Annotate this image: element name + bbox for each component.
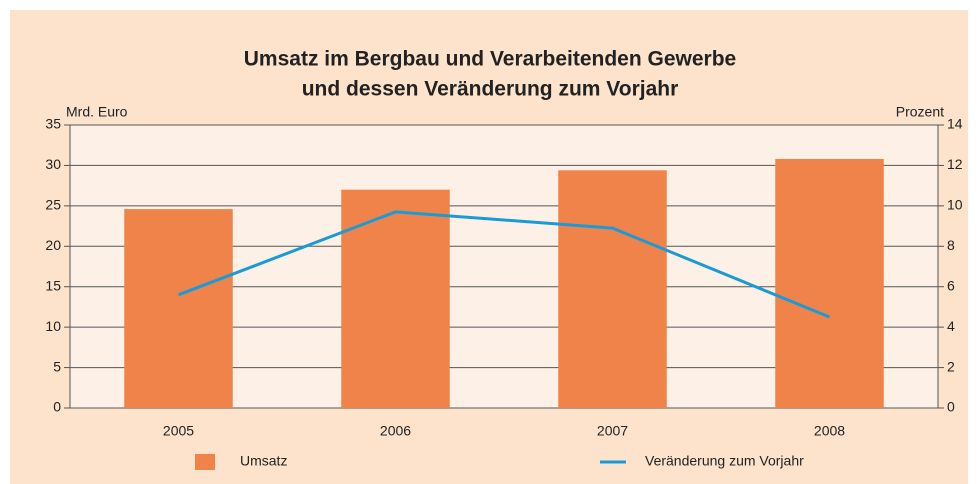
y-tick-label: 30 [45,156,61,172]
y-tick-label: 10 [45,318,61,334]
legend-swatch [195,454,215,470]
y-tick-label: 35 [45,116,61,132]
chart-subtitle: und dessen Veränderung zum Vorjahr [302,78,679,101]
y2-tick-label: 14 [947,116,963,132]
y2-tick-label: 4 [947,318,955,334]
y2-tick-label: 0 [947,399,955,415]
bar [558,170,667,408]
y-tick-label: 15 [45,277,61,293]
bar [124,209,233,408]
line [177,210,831,319]
y-tick-label: 5 [53,358,61,374]
x-tick-label: 2005 [163,423,194,439]
y-tick-label: 0 [53,399,61,415]
legend-label: Veränderung zum Vorjahr [645,453,804,469]
legend-label: Umsatz [240,453,287,469]
y2-tick-label: 10 [947,197,963,213]
bar [341,189,450,408]
y2-axis-label: Prozent [896,104,944,120]
y2-tick-label: 6 [947,277,955,293]
y2-tick-label: 8 [947,237,955,253]
y2-tick-label: 12 [947,156,963,172]
x-tick-label: 2006 [380,423,411,439]
bar [775,158,884,408]
y-axis-label: Mrd. Euro [66,104,128,120]
y-tick-label: 25 [45,197,61,213]
chart-title: Umsatz im Bergbau und Verarbeitenden Gew… [244,48,736,71]
x-tick-label: 2008 [814,423,845,439]
y-tick-label: 20 [45,237,61,253]
y2-tick-label: 2 [947,358,955,374]
x-tick-label: 2007 [597,423,628,439]
